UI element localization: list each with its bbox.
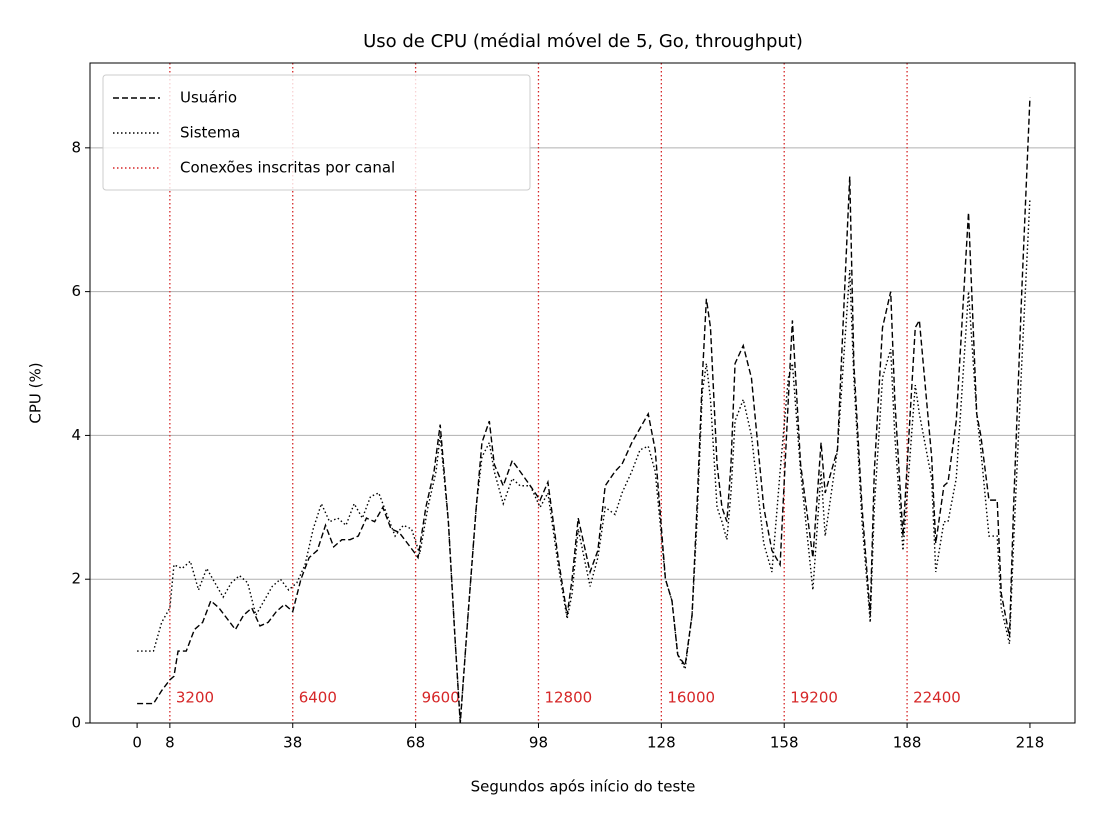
x-tick-label: 98 bbox=[529, 734, 548, 752]
reference-label: 9600 bbox=[422, 689, 460, 707]
x-tick-label: 68 bbox=[406, 734, 425, 752]
x-tick-label: 188 bbox=[893, 734, 922, 752]
data-line bbox=[137, 97, 1031, 724]
y-tick-label: 4 bbox=[71, 426, 81, 444]
y-axis-label: CPU (%) bbox=[27, 362, 45, 423]
y-tick-label: 8 bbox=[71, 138, 81, 156]
y-tick-label: 0 bbox=[71, 714, 81, 732]
reference-label: 6400 bbox=[299, 689, 337, 707]
x-tick-label: 218 bbox=[1016, 734, 1045, 752]
x-tick-label: 8 bbox=[165, 734, 175, 752]
chart-title: Uso de CPU (médial móvel de 5, Go, throu… bbox=[363, 31, 803, 52]
data-line bbox=[137, 198, 1031, 724]
x-tick-label: 0 bbox=[132, 734, 142, 752]
x-tick-label: 158 bbox=[770, 734, 799, 752]
plot-frame bbox=[89, 62, 1076, 724]
reference-label: 3200 bbox=[176, 689, 214, 707]
reference-label: 12800 bbox=[544, 689, 592, 707]
legend-label: Conexões inscritas por canal bbox=[180, 159, 395, 177]
x-tick-label: 128 bbox=[647, 734, 676, 752]
x-tick-label: 38 bbox=[283, 734, 302, 752]
x-axis-label: Segundos após início do teste bbox=[471, 778, 696, 796]
y-tick-label: 2 bbox=[71, 570, 81, 588]
reference-label: 19200 bbox=[790, 689, 838, 707]
legend-label: Sistema bbox=[180, 124, 240, 142]
reference-label: 16000 bbox=[667, 689, 715, 707]
legend-label: Usuário bbox=[180, 89, 237, 107]
reference-label: 22400 bbox=[913, 689, 961, 707]
legend-box bbox=[102, 74, 531, 191]
y-tick-label: 6 bbox=[71, 282, 81, 300]
